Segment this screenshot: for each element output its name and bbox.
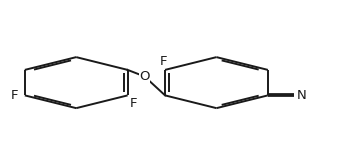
Text: F: F xyxy=(129,97,137,110)
Text: O: O xyxy=(139,70,150,83)
Text: F: F xyxy=(160,55,167,68)
Text: F: F xyxy=(11,89,18,102)
Text: N: N xyxy=(297,89,306,102)
